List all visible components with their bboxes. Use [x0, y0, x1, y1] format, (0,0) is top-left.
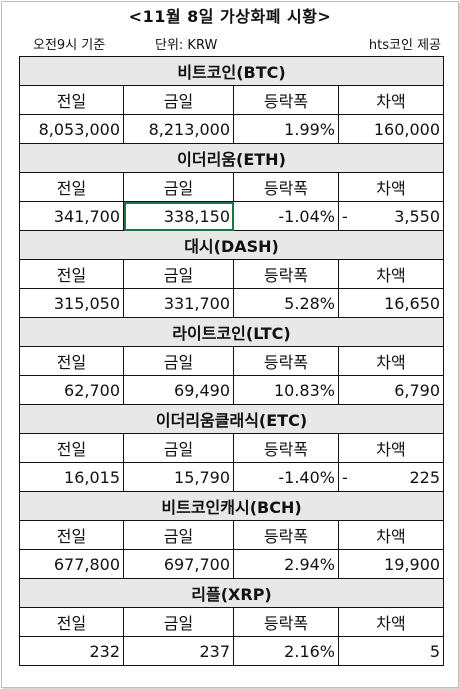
change-rate-cell[interactable]: 2.16% — [233, 636, 339, 666]
column-header-row: 전일 금일 등락폭 차액 — [19, 259, 445, 289]
change-rate-cell[interactable]: -1.40% — [233, 462, 339, 492]
header-diff-cell[interactable]: 차액 — [337, 433, 445, 463]
coin-name-row: 비트코인캐시(BCH) — [18, 491, 445, 521]
header-today-cell[interactable]: 금일 — [123, 607, 234, 637]
currency-unit-note: 단위: KRW — [155, 38, 218, 53]
price-diff-cell[interactable]: 160,000 — [337, 114, 445, 144]
header-today-cell[interactable]: 금일 — [123, 172, 234, 202]
coin-name-row: 이더리움클래식(ETC) — [18, 404, 445, 434]
diff-value: 160,000 — [373, 119, 441, 139]
today-price-cell[interactable]: 8,213,000 — [123, 114, 234, 144]
header-today-cell[interactable]: 금일 — [123, 259, 234, 289]
prev-price-cell[interactable]: 8,053,000 — [19, 114, 124, 144]
coin-name-cell[interactable]: 라이트코인(LTC) — [18, 317, 445, 347]
header-change-cell[interactable]: 등락폭 — [233, 433, 339, 463]
header-prev-cell[interactable]: 전일 — [19, 172, 124, 202]
diff-value: 3,550 — [394, 206, 441, 226]
today-price-cell[interactable]: 331,700 — [123, 288, 234, 318]
coin-name-row: 이더리움(ETH) — [18, 143, 445, 173]
page-title: <11월 8일 가상화폐 시황> — [128, 7, 332, 26]
header-diff-cell[interactable]: 차액 — [337, 85, 445, 115]
column-header-row: 전일 금일 등락폭 차액 — [19, 607, 445, 637]
header-change-cell[interactable]: 등락폭 — [233, 520, 339, 550]
header-diff-cell[interactable]: 차액 — [337, 172, 445, 202]
price-diff-cell[interactable]: - 225 — [337, 462, 445, 492]
coin-values-row: 16,015 15,790 -1.40% - 225 — [19, 462, 445, 492]
time-basis-note: 오전9시 기준 — [33, 38, 106, 53]
column-header-row: 전일 금일 등락폭 차액 — [19, 433, 445, 463]
header-today-cell[interactable]: 금일 — [123, 433, 234, 463]
price-diff-cell[interactable]: - 3,550 — [337, 201, 445, 231]
header-diff-cell[interactable]: 차액 — [337, 259, 445, 289]
header-prev-cell[interactable]: 전일 — [19, 85, 124, 115]
header-change-cell[interactable]: 등락폭 — [233, 172, 339, 202]
header-prev-cell[interactable]: 전일 — [19, 259, 124, 289]
header-change-cell[interactable]: 등락폭 — [233, 259, 339, 289]
today-price-cell[interactable]: 69,490 — [123, 375, 234, 405]
today-price-cell[interactable]: 15,790 — [123, 462, 234, 492]
prev-price-cell[interactable]: 341,700 — [19, 201, 124, 231]
header-prev-cell[interactable]: 전일 — [19, 520, 124, 550]
column-header-row: 전일 금일 등락폭 차액 — [19, 346, 445, 376]
coin-name-cell[interactable]: 이더리움클래식(ETC) — [18, 404, 445, 434]
coin-values-row: 315,050 331,700 5.28% 16,650 — [19, 288, 445, 318]
crypto-price-table: 비트코인(BTC) 전일 금일 등락폭 차액 8,053,000 8,213,000 1.99… — [18, 56, 445, 666]
change-rate-cell[interactable]: -1.04% — [233, 201, 339, 231]
coin-values-row: 232 237 2.16% 5 — [19, 636, 445, 666]
diff-value: 6,790 — [394, 380, 441, 400]
header-diff-cell[interactable]: 차액 — [337, 346, 445, 376]
prev-price-cell[interactable]: 677,800 — [19, 549, 124, 579]
coin-name-cell[interactable]: 비트코인캐시(BCH) — [18, 491, 445, 521]
price-diff-cell[interactable]: 19,900 — [337, 549, 445, 579]
column-header-row: 전일 금일 등락폭 차액 — [19, 520, 445, 550]
change-rate-cell[interactable]: 1.99% — [233, 114, 339, 144]
diff-value: 225 — [409, 467, 441, 487]
coin-name-cell[interactable]: 대시(DASH) — [18, 230, 445, 260]
header-today-cell[interactable]: 금일 — [123, 346, 234, 376]
coin-name-row: 비트코인(BTC) — [18, 56, 445, 86]
diff-value: 16,650 — [384, 293, 441, 313]
change-rate-cell[interactable]: 5.28% — [233, 288, 339, 318]
header-prev-cell[interactable]: 전일 — [19, 607, 124, 637]
change-rate-cell[interactable]: 2.94% — [233, 549, 339, 579]
header-diff-cell[interactable]: 차액 — [337, 520, 445, 550]
diff-sign: - — [342, 467, 348, 487]
coin-name-row: 리플(XRP) — [18, 578, 445, 608]
header-change-cell[interactable]: 등락폭 — [233, 607, 339, 637]
source-credit: hts코인 제공 — [368, 38, 441, 53]
header-diff-cell[interactable]: 차액 — [337, 607, 445, 637]
today-price-cell[interactable]: 237 — [123, 636, 234, 666]
coin-name-cell[interactable]: 리플(XRP) — [18, 578, 445, 608]
prev-price-cell[interactable]: 16,015 — [19, 462, 124, 492]
header-prev-cell[interactable]: 전일 — [19, 433, 124, 463]
header-prev-cell[interactable]: 전일 — [19, 346, 124, 376]
diff-sign: - — [342, 206, 348, 226]
coin-values-row: 341,700 338,150 -1.04% - 3,550 — [19, 201, 445, 231]
header-today-cell[interactable]: 금일 — [123, 85, 234, 115]
coin-values-row: 62,700 69,490 10.83% 6,790 — [19, 375, 445, 405]
column-header-row: 전일 금일 등락폭 차액 — [19, 85, 445, 115]
coin-name-row: 대시(DASH) — [18, 230, 445, 260]
coin-values-row: 677,800 697,700 2.94% 19,900 — [19, 549, 445, 579]
diff-value: 19,900 — [384, 554, 441, 574]
price-diff-cell[interactable]: 6,790 — [337, 375, 445, 405]
prev-price-cell[interactable]: 62,700 — [19, 375, 124, 405]
price-diff-cell[interactable]: 5 — [337, 636, 445, 666]
header-change-cell[interactable]: 등락폭 — [233, 346, 339, 376]
prev-price-cell[interactable]: 315,050 — [19, 288, 124, 318]
header-change-cell[interactable]: 등락폭 — [233, 85, 339, 115]
column-header-row: 전일 금일 등락폭 차액 — [19, 172, 445, 202]
today-price-cell[interactable]: 697,700 — [123, 549, 234, 579]
coin-values-row: 8,053,000 8,213,000 1.99% 160,000 — [19, 114, 445, 144]
change-rate-cell[interactable]: 10.83% — [233, 375, 339, 405]
price-diff-cell[interactable]: 16,650 — [337, 288, 445, 318]
header-today-cell[interactable]: 금일 — [123, 520, 234, 550]
coin-name-row: 라이트코인(LTC) — [18, 317, 445, 347]
prev-price-cell[interactable]: 232 — [19, 636, 124, 666]
diff-value: 5 — [429, 641, 441, 661]
coin-name-cell[interactable]: 이더리움(ETH) — [18, 143, 445, 173]
coin-name-cell[interactable]: 비트코인(BTC) — [18, 56, 445, 86]
today-price-cell[interactable]: 338,150 — [123, 201, 234, 231]
